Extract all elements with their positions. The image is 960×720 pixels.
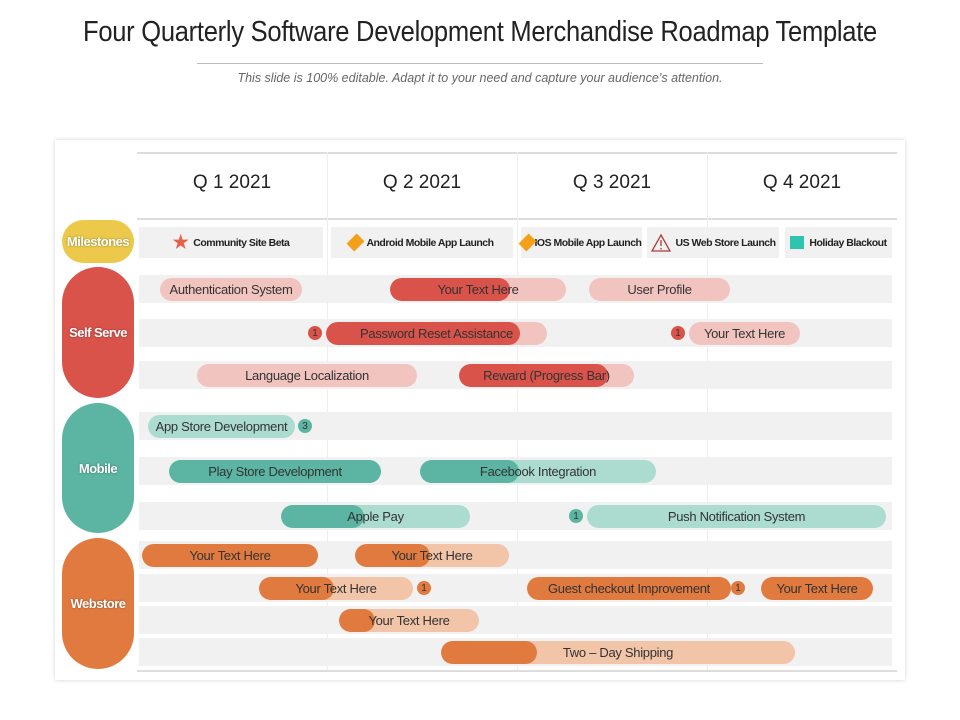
- task-count-badge: 1: [417, 581, 431, 595]
- task-label: Password Reset Assistance: [360, 325, 513, 341]
- task-label: Apple Pay: [347, 508, 404, 524]
- category-webstore: Webstore: [62, 538, 134, 669]
- task-label: Language Localization: [245, 367, 369, 383]
- task-label: Reward (Progress Bar): [483, 367, 610, 383]
- milestone-android-launch: Android Mobile App Launch: [331, 227, 513, 258]
- task-bar[interactable]: Guest checkout Improvement: [527, 576, 731, 600]
- task-bar[interactable]: Play Store Development: [169, 459, 381, 483]
- quarter-header-q4: Q 4 2021: [762, 172, 842, 193]
- task-progress-fill: [527, 576, 731, 600]
- task-progress-fill: [169, 459, 381, 483]
- star-icon: ★: [172, 232, 189, 252]
- milestone-label: Android Mobile App Launch: [366, 236, 494, 249]
- task-progress-fill: [761, 576, 873, 600]
- task-bar[interactable]: Your Text Here: [761, 576, 873, 600]
- category-self-serve: Self Serve: [62, 267, 134, 398]
- task-progress-fill: [259, 576, 335, 600]
- task-count-badge: 1: [671, 326, 685, 340]
- task-count-badge: 3: [298, 419, 312, 433]
- task-progress-fill: [281, 504, 365, 528]
- quarter-divider: [517, 152, 518, 670]
- category-milestones: Milestones: [62, 220, 134, 263]
- task-label: Authentication System: [169, 281, 293, 297]
- task-bar[interactable]: Language Localization: [197, 363, 417, 387]
- page-title: Four Quarterly Software Development Merc…: [82, 16, 877, 48]
- diamond-icon: [346, 233, 365, 252]
- task-bar[interactable]: Your Text Here: [689, 321, 800, 345]
- task-label: Facebook Integration: [479, 463, 597, 479]
- task-count-badge: 1: [731, 581, 745, 595]
- task-bar[interactable]: Authentication System: [160, 277, 302, 301]
- task-progress-fill: [390, 277, 510, 301]
- milestone-holiday-blackout: Holiday Blackout: [785, 227, 892, 258]
- task-label: Push Notification System: [667, 508, 806, 524]
- task-bar[interactable]: Facebook Integration: [420, 459, 656, 483]
- quarter-divider: [327, 152, 328, 670]
- task-bar[interactable]: Apple Pay: [281, 504, 470, 528]
- task-bar[interactable]: Your Text Here: [339, 608, 479, 632]
- task-label: User Profile: [627, 281, 692, 297]
- task-progress-fill: [142, 543, 318, 567]
- task-progress-fill: [420, 459, 520, 483]
- milestone-community-site-beta: ★ Community Site Beta: [139, 227, 323, 258]
- task-bar[interactable]: App Store Development: [148, 414, 295, 438]
- diamond-icon: [518, 233, 536, 252]
- task-progress-fill: [326, 321, 521, 345]
- task-label: Your Text Here: [391, 547, 473, 563]
- category-mobile: Mobile: [62, 403, 134, 533]
- title-divider: [197, 63, 763, 64]
- task-label: Your Text Here: [703, 325, 786, 341]
- task-label: Play Store Development: [208, 463, 342, 479]
- milestone-us-web-store-launch: US Web Store Launch: [647, 227, 779, 258]
- task-bar[interactable]: User Profile: [589, 277, 730, 301]
- task-bar[interactable]: Push Notification System: [587, 504, 886, 528]
- quarter-header-q3: Q 3 2021: [572, 172, 652, 193]
- milestone-label: Community Site Beta: [193, 236, 290, 249]
- task-label: App Store Development: [155, 418, 288, 434]
- milestone-label: IOS Mobile App Launch: [534, 236, 642, 249]
- task-label: Your Text Here: [437, 281, 519, 297]
- task-bar[interactable]: Two – Day Shipping: [441, 640, 795, 664]
- task-label: Your Text Here: [295, 580, 377, 596]
- task-label: Guest checkout Improvement: [547, 580, 710, 596]
- task-bar[interactable]: Your Text Here: [142, 543, 318, 567]
- task-bar[interactable]: Password Reset Assistance: [326, 321, 547, 345]
- task-bar[interactable]: Your Text Here: [355, 543, 509, 567]
- task-row: [139, 606, 892, 634]
- quarter-header-q1: Q 1 2021: [192, 172, 272, 193]
- task-progress-fill: [441, 640, 537, 664]
- milestone-ios-launch: IOS Mobile App Launch: [518, 227, 642, 258]
- square-icon: [790, 236, 805, 249]
- quarter-header-q2: Q 2 2021: [382, 172, 462, 193]
- task-bar[interactable]: Reward (Progress Bar): [459, 363, 634, 387]
- task-progress-fill: [339, 608, 376, 632]
- task-count-badge: 1: [308, 326, 322, 340]
- task-label: Two – Day Shipping: [562, 644, 674, 660]
- task-progress-fill: [355, 543, 431, 567]
- warning-triangle-icon: [650, 233, 671, 252]
- subtitle: This slide is 100% editable. Adapt it to…: [237, 71, 723, 85]
- task-label: Your Text Here: [776, 580, 858, 596]
- task-label: Your Text Here: [368, 612, 450, 628]
- task-label: Your Text Here: [189, 547, 271, 563]
- milestone-label: US Web Store Launch: [675, 236, 777, 249]
- task-count-badge: 1: [569, 509, 583, 523]
- quarter-divider: [707, 152, 708, 670]
- footer-line: [137, 670, 897, 672]
- milestone-label: Holiday Blackout: [809, 236, 887, 249]
- task-bar[interactable]: Your Text Here: [390, 277, 566, 301]
- task-bar[interactable]: Your Text Here: [259, 576, 413, 600]
- task-progress-fill: [459, 363, 608, 387]
